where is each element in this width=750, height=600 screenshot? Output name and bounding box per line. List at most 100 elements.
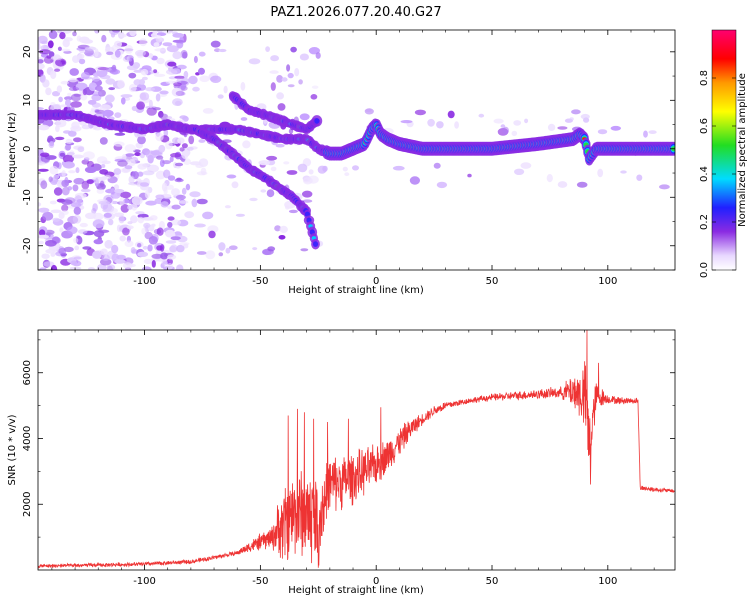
spectrogram-noise-cell <box>121 97 126 105</box>
spectrogram-noise-cell <box>176 64 187 70</box>
spectrogram-noise-cell <box>166 116 173 120</box>
spectrogram-noise-cell <box>242 140 251 149</box>
spectrogram-noise-cell <box>270 82 276 91</box>
spectrogram-noise-cell <box>167 221 173 228</box>
spectrogram-noise-cell <box>158 144 166 153</box>
spectrogram-ridge-main-trace <box>38 109 675 166</box>
snr-axes: -100 -50 0 50 100 2000 4000 6000 <box>22 330 675 587</box>
colorbar-tick-label: 0.4 <box>699 166 710 182</box>
spectrogram-noise-cell <box>166 258 173 266</box>
spectrogram-noise-cell <box>310 94 318 100</box>
spectrogram-ridge-lower-branch <box>191 124 320 250</box>
spectrogram-noise-cell <box>266 189 275 198</box>
spectrogram-noise-cell <box>57 46 62 51</box>
spectrogram-noise-cell <box>131 105 138 112</box>
spectrogram-noise-cell <box>86 179 94 185</box>
spectrogram-noise-cell <box>68 86 80 92</box>
spectrogram-noise-cell <box>130 215 138 224</box>
spectrogram-noise-cell <box>116 254 126 260</box>
spectrogram-noise-cell <box>175 194 186 200</box>
spectrogram-noise-cell <box>124 165 133 170</box>
spectrogram-noise-cell <box>218 252 224 257</box>
spectrogram-noise-cell <box>73 256 82 260</box>
spectrogram-noise-cell <box>275 143 285 148</box>
spectrogram-noise-cell <box>114 132 126 136</box>
spectrogram-noise-cell <box>104 239 113 249</box>
spectrogram-noise-cell <box>179 147 185 152</box>
spectrogram-noise-cell <box>104 174 111 180</box>
spectrogram-noise-cell <box>99 180 105 188</box>
spectrogram-noise-cell <box>137 171 144 177</box>
spectrogram-noise-cell <box>192 86 200 92</box>
spectrogram-noise-cell <box>137 251 149 257</box>
spectrogram-noise-cell <box>269 70 279 74</box>
spectrogram-noise-cell <box>105 78 116 85</box>
spectrogram-noise-cell <box>287 84 295 88</box>
spectrogram-noise-cell <box>414 109 426 116</box>
spectrogram-noise-cell <box>39 49 51 55</box>
spectrogram-noise-cell <box>162 42 173 47</box>
spectrogram-noise-cell <box>49 200 57 205</box>
spectrogram-noise-cell <box>156 245 163 251</box>
spectrogram-noise-cell <box>274 225 281 232</box>
spectrogram-noise-cell <box>163 169 171 179</box>
spectrogram-noise-cell <box>118 215 125 224</box>
spectrogram-noise-cell <box>502 126 510 135</box>
spectrogram-noise-cell <box>571 109 581 115</box>
spectrogram-noise-cell <box>144 189 150 199</box>
spectrogram-noise-cell <box>170 219 182 226</box>
spectrogram-noise-cell <box>38 229 46 237</box>
snr-ytick-label: 2000 <box>22 492 33 517</box>
spectrogram-noise-cell <box>132 62 141 69</box>
spectrogram-noise-cell <box>302 190 313 198</box>
spectrogram-noise-cell <box>514 168 525 175</box>
spectrogram-noise-cell <box>569 117 574 121</box>
spectrogram-noise-cell <box>58 247 67 255</box>
spectrogram-noise-cell <box>160 201 169 208</box>
spectrogram-noise-cell <box>270 166 277 172</box>
spectrogram-frame <box>37 29 676 271</box>
spectrogram-noise-cell <box>119 191 132 199</box>
spectrogram-noise-cell <box>169 156 174 163</box>
spectrogram-noise-cell <box>139 38 148 47</box>
spectrogram-noise-cell <box>267 246 276 252</box>
spectrogram-noise-cell <box>81 39 94 44</box>
spectrogram-noise-cell <box>270 55 279 62</box>
spectrogram-noise-cell <box>99 137 108 145</box>
spectrogram-noise-cell <box>108 87 115 91</box>
spectrogram-noise-cell <box>131 196 143 206</box>
colorbar-tick-label: 0.8 <box>699 70 710 86</box>
spectrogram-noise-cell <box>166 263 174 270</box>
spectrogram-noise-cell <box>60 80 69 85</box>
spectrogram-noise-cell <box>155 170 166 180</box>
spectrogram-noise-cell <box>120 94 133 98</box>
spectrogram-noise-cell <box>198 67 205 75</box>
spectrogram-noise-cell <box>136 101 146 110</box>
spectrogram-noise-cell <box>65 138 73 145</box>
spectrogram-noise-cell <box>281 77 288 82</box>
spectrogram-noise-cell <box>92 219 105 229</box>
spectrogram-noise-cell <box>91 102 101 108</box>
spectrogram-noise-cell <box>122 56 131 62</box>
spectrogram-noise-cell <box>67 152 75 156</box>
spectrogram-noise-cell <box>73 206 82 215</box>
spectrogram-noise-cell <box>77 146 85 153</box>
spectrogram-noise-cell <box>288 209 298 214</box>
spectrogram-noise-cell <box>95 85 103 91</box>
spectrogram-noise-cell <box>48 176 53 183</box>
spectrogram-noise-cell <box>152 107 161 111</box>
spectrogram-noise-cell <box>55 136 65 141</box>
spectrogram-noise-cell <box>61 204 69 212</box>
spectrogram-noise-cell <box>160 113 169 121</box>
spectrogram-noise-cell <box>128 175 135 184</box>
spectrogram-noise-cell <box>128 72 137 79</box>
spectrogram-noise-cell <box>162 160 172 165</box>
spectrogram-noise-cell <box>60 104 67 108</box>
spectrogram-noise-cell <box>161 260 168 266</box>
spectrogram-noise-cell <box>155 93 161 102</box>
spectrogram-noise-cell <box>298 79 303 85</box>
spectrogram-noise-cell <box>167 175 176 181</box>
spectrogram-noise-cell <box>117 160 128 167</box>
spectrogram-noise-cell <box>302 177 313 185</box>
spectrogram-noise-cell <box>73 237 79 243</box>
